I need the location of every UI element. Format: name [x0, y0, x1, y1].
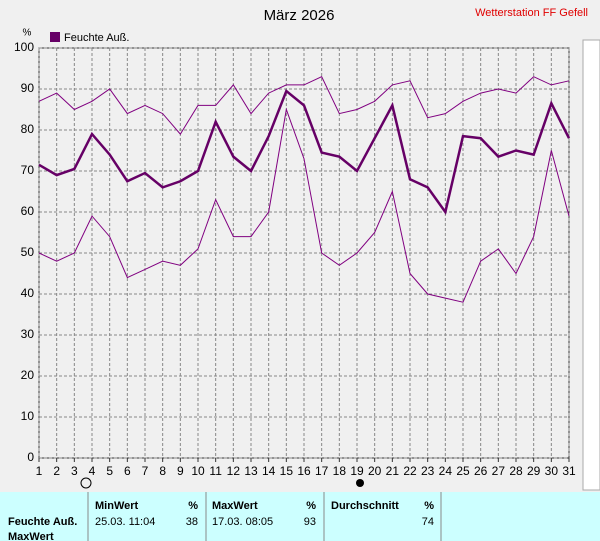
x-tick-label: 5 [106, 464, 113, 478]
series-line [38, 89, 571, 215]
min-marker [80, 477, 92, 489]
x-tick-label: 23 [421, 464, 435, 478]
table-row-label: MaxWert [8, 531, 54, 541]
x-tick-label: 25 [456, 464, 470, 478]
x-tick-label: 11 [209, 464, 222, 478]
y-tick-label: 20 [21, 368, 35, 382]
x-tick-label: 30 [545, 464, 559, 478]
x-tick-label: 1 [36, 464, 43, 478]
y-tick-label: 0 [27, 450, 34, 464]
x-tick-label: 14 [262, 464, 276, 478]
y-tick-label: 70 [21, 163, 35, 177]
y-unit: % [23, 28, 32, 39]
x-tick-label: 16 [297, 464, 311, 478]
table-row-label: Feuchte Auß. [8, 516, 77, 528]
series-line [38, 76, 570, 135]
y-tick-label: 30 [21, 327, 35, 341]
x-tick-label: 15 [280, 464, 294, 478]
chart-title: März 2026 [264, 7, 335, 24]
table-header: % [306, 500, 316, 512]
y-tick-label: 40 [21, 286, 35, 300]
table-cell: 25.03. 11:04 [95, 516, 155, 528]
x-tick-label: 18 [333, 464, 347, 478]
x-tick-label: 4 [89, 464, 96, 478]
x-tick-label: 31 [562, 464, 576, 478]
x-tick-label: 19 [350, 464, 364, 478]
x-tick-label: 10 [191, 464, 205, 478]
legend-label: Feuchte Auß. [64, 32, 129, 44]
y-tick-label: 60 [21, 204, 35, 218]
side-panel [582, 39, 600, 491]
max-marker [356, 479, 364, 487]
x-tick-label: 2 [53, 464, 60, 478]
x-tick-label: 6 [124, 464, 131, 478]
x-tick-label: 24 [439, 464, 453, 478]
x-tick-label: 29 [527, 464, 541, 478]
series-line [38, 107, 570, 303]
y-tick-label: 10 [21, 409, 35, 423]
table-header: % [424, 500, 434, 512]
x-tick-label: 28 [509, 464, 523, 478]
table-cell: 74 [422, 516, 434, 528]
table-cell: 38 [186, 516, 198, 528]
y-tick-label: 100 [14, 40, 34, 54]
y-tick-label: 90 [21, 81, 35, 95]
x-tick-label: 9 [177, 464, 184, 478]
table: MinWert % MaxWert % Durchschnitt % Feuch… [0, 492, 600, 541]
legend-swatch [50, 32, 60, 42]
table-cell: 17.03. 08:05 [212, 516, 273, 528]
table-header: MinWert [95, 500, 139, 512]
x-tick-label: 3 [71, 464, 78, 478]
table-bg [0, 492, 600, 541]
x-tick-label: 26 [474, 464, 488, 478]
table-header: Durchschnitt [331, 500, 399, 512]
x-tick-label: 22 [403, 464, 417, 478]
x-tick-label: 20 [368, 464, 382, 478]
x-tick-label: 8 [159, 464, 166, 478]
y-tick-label: 80 [21, 122, 35, 136]
x-tick-label: 17 [315, 464, 329, 478]
table-cell: 93 [304, 516, 316, 528]
station-name: Wetterstation FF Gefell [475, 7, 588, 19]
x-tick-label: 13 [244, 464, 258, 478]
x-tick-label: 27 [492, 464, 506, 478]
table-header: % [188, 500, 198, 512]
x-tick-label: 21 [386, 464, 400, 478]
y-tick-label: 50 [21, 245, 35, 259]
table-header: MaxWert [212, 500, 258, 512]
x-tick-label: 7 [142, 464, 149, 478]
x-tick-label: 12 [227, 464, 241, 478]
